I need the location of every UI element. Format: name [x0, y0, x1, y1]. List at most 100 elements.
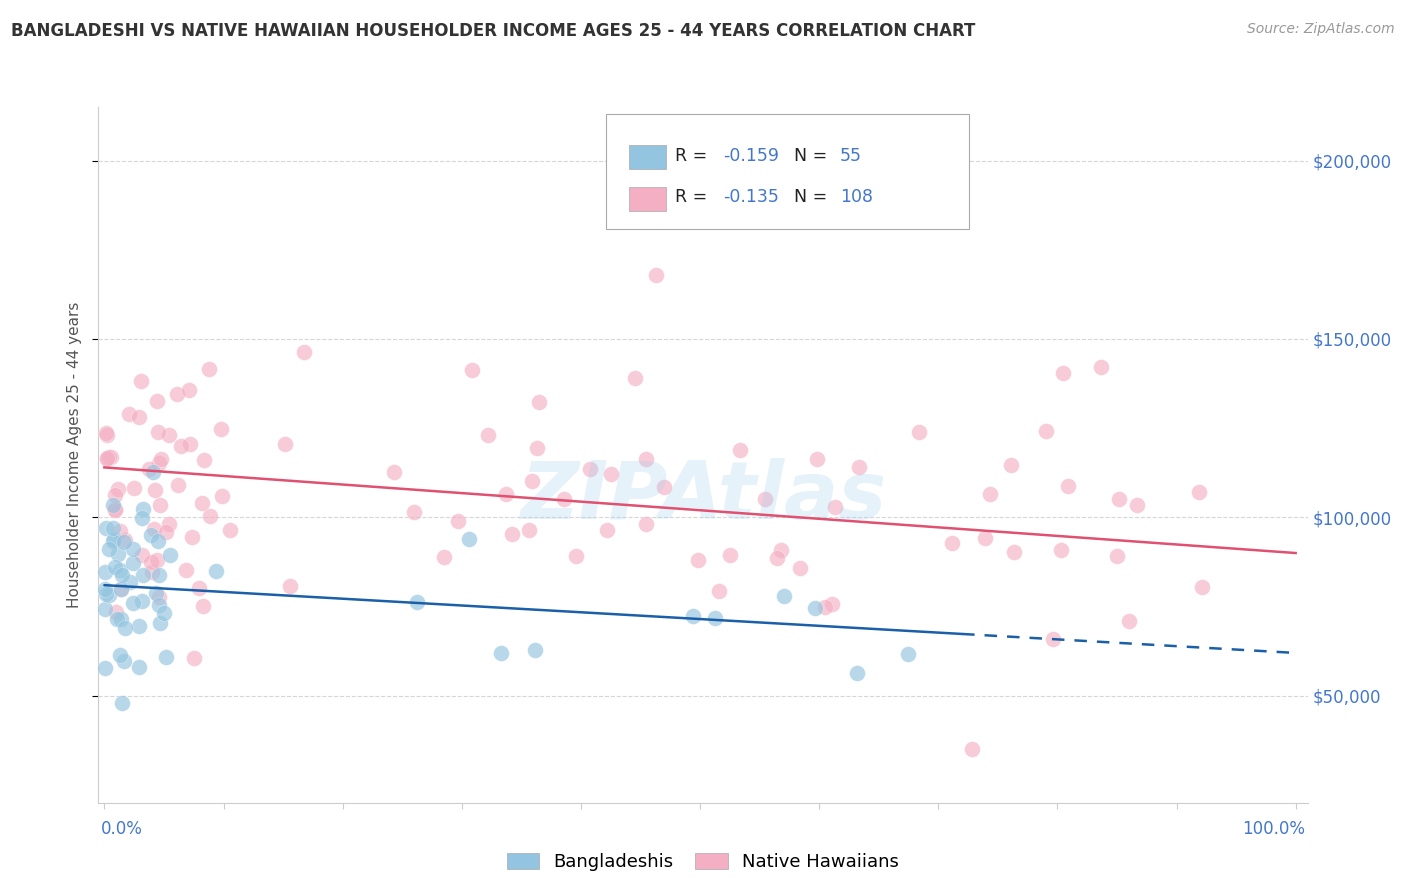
Point	[103, 503, 125, 517]
Point	[382, 465, 405, 479]
Point	[908, 425, 931, 439]
Point	[1050, 542, 1073, 557]
Point	[131, 594, 153, 608]
Point	[501, 526, 523, 541]
Point	[190, 496, 212, 510]
Point	[138, 462, 160, 476]
Point	[634, 517, 657, 532]
Point	[960, 742, 983, 756]
Point	[197, 361, 219, 376]
Point	[108, 563, 131, 577]
Point	[688, 553, 710, 567]
Point	[1090, 359, 1112, 374]
Point	[100, 450, 122, 464]
Point	[114, 533, 136, 547]
Point	[772, 589, 794, 603]
Point	[132, 568, 155, 582]
Point	[682, 609, 704, 624]
Point	[105, 612, 128, 626]
Point	[599, 467, 621, 481]
Point	[96, 451, 118, 466]
Point	[118, 407, 141, 421]
Point	[118, 575, 141, 590]
Point	[131, 511, 153, 525]
Point	[101, 499, 124, 513]
Point	[148, 568, 170, 582]
Point	[94, 601, 117, 615]
Point	[98, 588, 121, 602]
Point	[128, 409, 150, 424]
Point	[121, 541, 143, 556]
Point	[159, 548, 181, 562]
Point	[98, 450, 121, 464]
Point	[98, 541, 121, 556]
Point	[292, 344, 315, 359]
Point	[104, 605, 127, 619]
Point	[143, 483, 166, 498]
Point	[103, 521, 125, 535]
Text: ZIPAtlas: ZIPAtlas	[520, 458, 886, 536]
Point	[152, 606, 174, 620]
Point	[166, 386, 188, 401]
Point	[526, 441, 548, 455]
Point	[142, 522, 165, 536]
Point	[103, 534, 125, 549]
Point	[96, 425, 118, 440]
Point	[110, 612, 132, 626]
Point	[211, 489, 233, 503]
Point	[146, 394, 169, 409]
Point	[112, 535, 135, 549]
Point	[707, 584, 730, 599]
Point	[104, 502, 127, 516]
Point	[1002, 545, 1025, 559]
Point	[645, 268, 668, 282]
Point	[183, 651, 205, 665]
Point	[193, 453, 215, 467]
Point	[188, 581, 211, 595]
Point	[1191, 580, 1213, 594]
Point	[94, 661, 117, 675]
Point	[148, 425, 170, 439]
Point	[433, 549, 456, 564]
FancyBboxPatch shape	[630, 187, 665, 211]
Point	[821, 597, 844, 611]
Text: 100.0%: 100.0%	[1241, 820, 1305, 838]
Point	[278, 579, 301, 593]
Point	[170, 439, 193, 453]
Point	[96, 587, 118, 601]
Point	[110, 582, 132, 597]
Point	[1052, 366, 1074, 380]
Point	[520, 474, 543, 488]
Point	[1042, 632, 1064, 646]
Point	[139, 554, 162, 568]
Point	[122, 481, 145, 495]
Point	[814, 600, 837, 615]
Point	[149, 452, 172, 467]
Text: N =: N =	[793, 188, 832, 206]
Point	[704, 611, 727, 625]
Point	[1035, 424, 1057, 438]
Point	[157, 517, 180, 532]
Text: R =: R =	[675, 188, 713, 206]
Point	[104, 559, 127, 574]
Point	[1118, 614, 1140, 628]
Text: R =: R =	[675, 147, 713, 165]
Point	[624, 371, 647, 385]
Point	[131, 548, 153, 562]
Point	[111, 568, 134, 582]
Text: 108: 108	[839, 188, 873, 206]
Point	[142, 466, 165, 480]
Point	[167, 478, 190, 492]
Point	[177, 384, 200, 398]
Point	[766, 551, 789, 566]
Point	[148, 456, 170, 470]
Point	[96, 451, 118, 466]
Point	[730, 443, 752, 458]
FancyBboxPatch shape	[630, 145, 665, 169]
Point	[146, 552, 169, 566]
Text: N =: N =	[793, 147, 832, 165]
Point	[96, 428, 118, 442]
Point	[149, 615, 172, 630]
Point	[128, 618, 150, 632]
Point	[578, 461, 600, 475]
